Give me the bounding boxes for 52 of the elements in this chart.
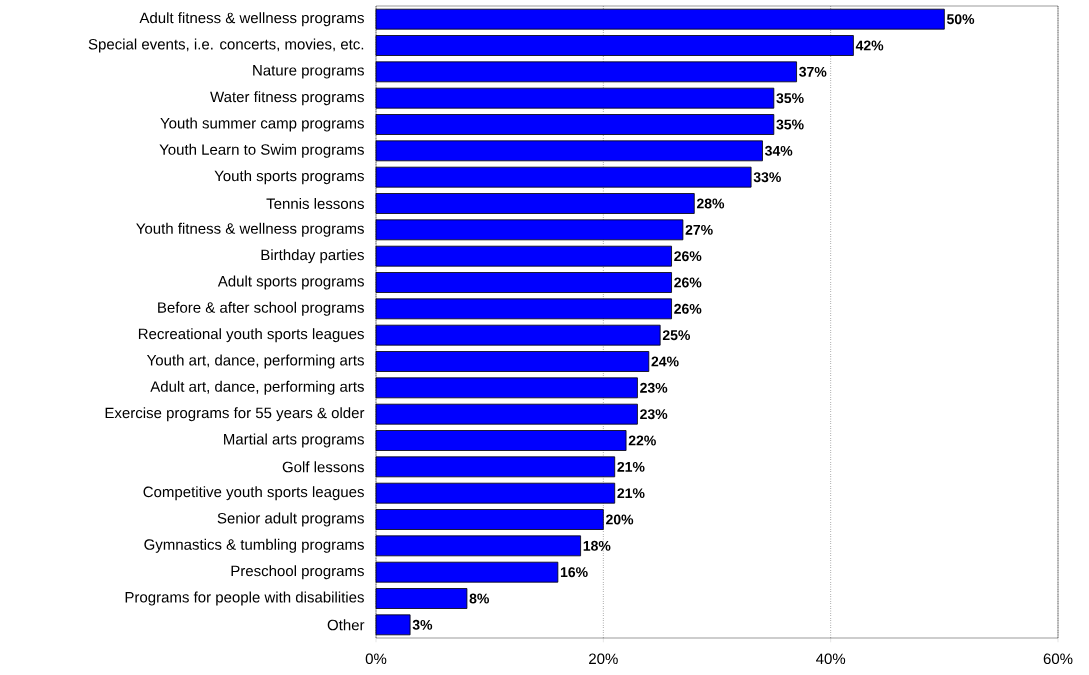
data-label: 25% [662,330,691,341]
y-tick-label: Adult fitness & wellness programs [139,12,364,27]
data-label: 20% [606,514,634,525]
y-tick-label: Special events, i.e. concerts, movies, etc. [88,38,364,53]
data-label: 34% [764,145,793,156]
data-label: 21% [617,461,645,472]
y-tick-label: Water fitness programs [210,91,364,106]
y-tick-label: Before & after school programs [158,301,364,316]
y-tick-label: Tennis lessons [266,198,364,210]
x-tick-label: 0% [365,653,387,665]
data-label: 22% [628,435,656,446]
data-label: 18% [583,540,611,551]
data-label: 26% [674,277,702,288]
data-label: 35% [776,119,804,130]
data-label: 27% [685,224,713,235]
data-label: 35% [776,93,804,104]
data-label: 23% [640,409,668,420]
data-label: 21% [617,488,645,499]
y-tick-label: Youth art, dance, performing arts [146,354,364,369]
data-label: 3% [412,619,433,630]
y-tick-label: Gymnastics & tumbling programs [144,538,364,553]
data-label: 28% [696,198,725,209]
y-tick-label: Adult art, dance, performing arts [150,380,364,395]
data-label: 42% [855,40,884,51]
y-tick-label: Youth Learn to Swim programs [159,143,364,158]
data-label: 37% [799,66,827,77]
y-tick-label: Martial arts programs [224,433,364,448]
data-label: 26% [674,251,702,262]
y-tick-label: Senior adult programs [217,512,364,527]
y-tick-label: Golf lessons [282,461,364,473]
y-tick-label: Youth fitness & wellness programs [136,222,364,237]
y-tick-label: Preschool programs [231,565,364,580]
data-label: 8% [469,593,489,604]
y-tick-label: Nature programs [253,65,364,79]
y-tick-label: Exercise programs for 55 years & older [105,407,365,422]
y-tick-label: Youth sports programs [214,170,364,185]
data-label: 23% [640,382,668,393]
y-tick-label: Recreational youth sports leagues [138,328,364,343]
x-tick-label: 20% [589,653,618,665]
y-tick-label: Other [327,619,365,631]
y-tick-label: Birthday parties [261,249,364,264]
x-tick-label: 60% [1043,653,1073,665]
data-label: 33% [753,172,781,183]
y-tick-label: Programs for people with disabilities [125,591,364,606]
y-tick-label: Adult sports programs [217,275,364,290]
data-label: 50% [946,14,975,25]
y-tick-label: Youth summer camp programs [160,117,364,132]
y-tick-label: Competitive youth sports leagues [143,486,364,501]
x-tick-label: 40% [816,653,846,665]
data-label: 16% [560,567,588,578]
data-label: 26% [674,303,702,314]
data-label: 24% [651,356,679,367]
